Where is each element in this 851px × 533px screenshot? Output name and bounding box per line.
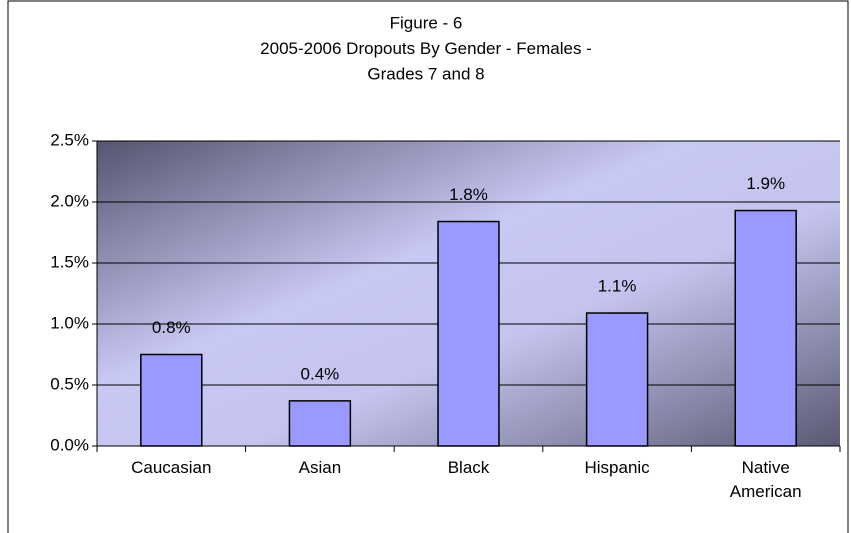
x-tick-label: Hispanic [584,458,650,477]
bar [585,312,649,447]
y-tick-label: 0.0% [50,435,89,454]
chart-title: Figure - 6 [390,13,463,32]
x-tick-label: Black [447,458,490,477]
bar [140,353,203,447]
x-tick-label: Native American [729,458,802,501]
x-tick-label: Asian [298,458,342,477]
chart-title: 2005-2006 Dropouts By Gender - Females - [260,39,592,58]
bar [734,209,797,447]
data-label: 0.8% [152,318,191,337]
y-tick-label: 1.5% [50,252,89,271]
data-label: 1.8% [449,185,488,204]
y-tick-label: 1.0% [50,313,89,332]
y-tick-label: 2.0% [50,191,89,210]
bar [437,220,500,447]
y-tick-label: 2.5% [50,130,89,149]
chart-title: Grades 7 and 8 [367,64,484,83]
chart-border [7,0,849,533]
bar [288,400,352,447]
x-tick-label: Caucasian [131,458,212,477]
y-tick-label: 0.5% [50,374,89,393]
data-label: 0.4% [301,364,340,383]
data-label: 1.9% [746,174,785,193]
data-label: 1.1% [598,277,637,296]
